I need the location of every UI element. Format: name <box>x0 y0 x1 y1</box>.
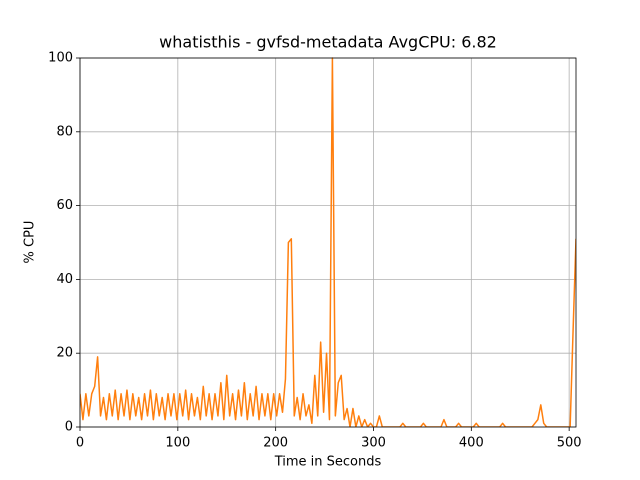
x-axis-label: Time in Seconds <box>274 455 382 470</box>
y-tick-label: 0 <box>65 420 73 435</box>
y-tick-label: 40 <box>56 272 73 287</box>
x-tick-label: 100 <box>165 436 190 451</box>
axes-frame <box>79 57 577 428</box>
x-tick-label: 300 <box>361 436 386 451</box>
data-line <box>80 57 576 427</box>
x-tick-label: 0 <box>76 436 84 451</box>
x-tick-label: 200 <box>263 436 288 451</box>
y-tick-label: 80 <box>56 124 73 139</box>
y-axis-label: % CPU <box>23 221 38 264</box>
x-tick-label: 500 <box>557 436 582 451</box>
y-tick-label: 60 <box>56 198 73 213</box>
plot-area: 0 100 200 300 400 500 0 20 40 60 80 100 <box>48 51 581 451</box>
x-tick-label: 400 <box>459 436 484 451</box>
chart-title: whatisthis - gvfsd-metadata AvgCPU: 6.82 <box>159 33 497 52</box>
y-tick-label: 20 <box>56 346 73 361</box>
y-tick-label: 100 <box>48 51 73 66</box>
